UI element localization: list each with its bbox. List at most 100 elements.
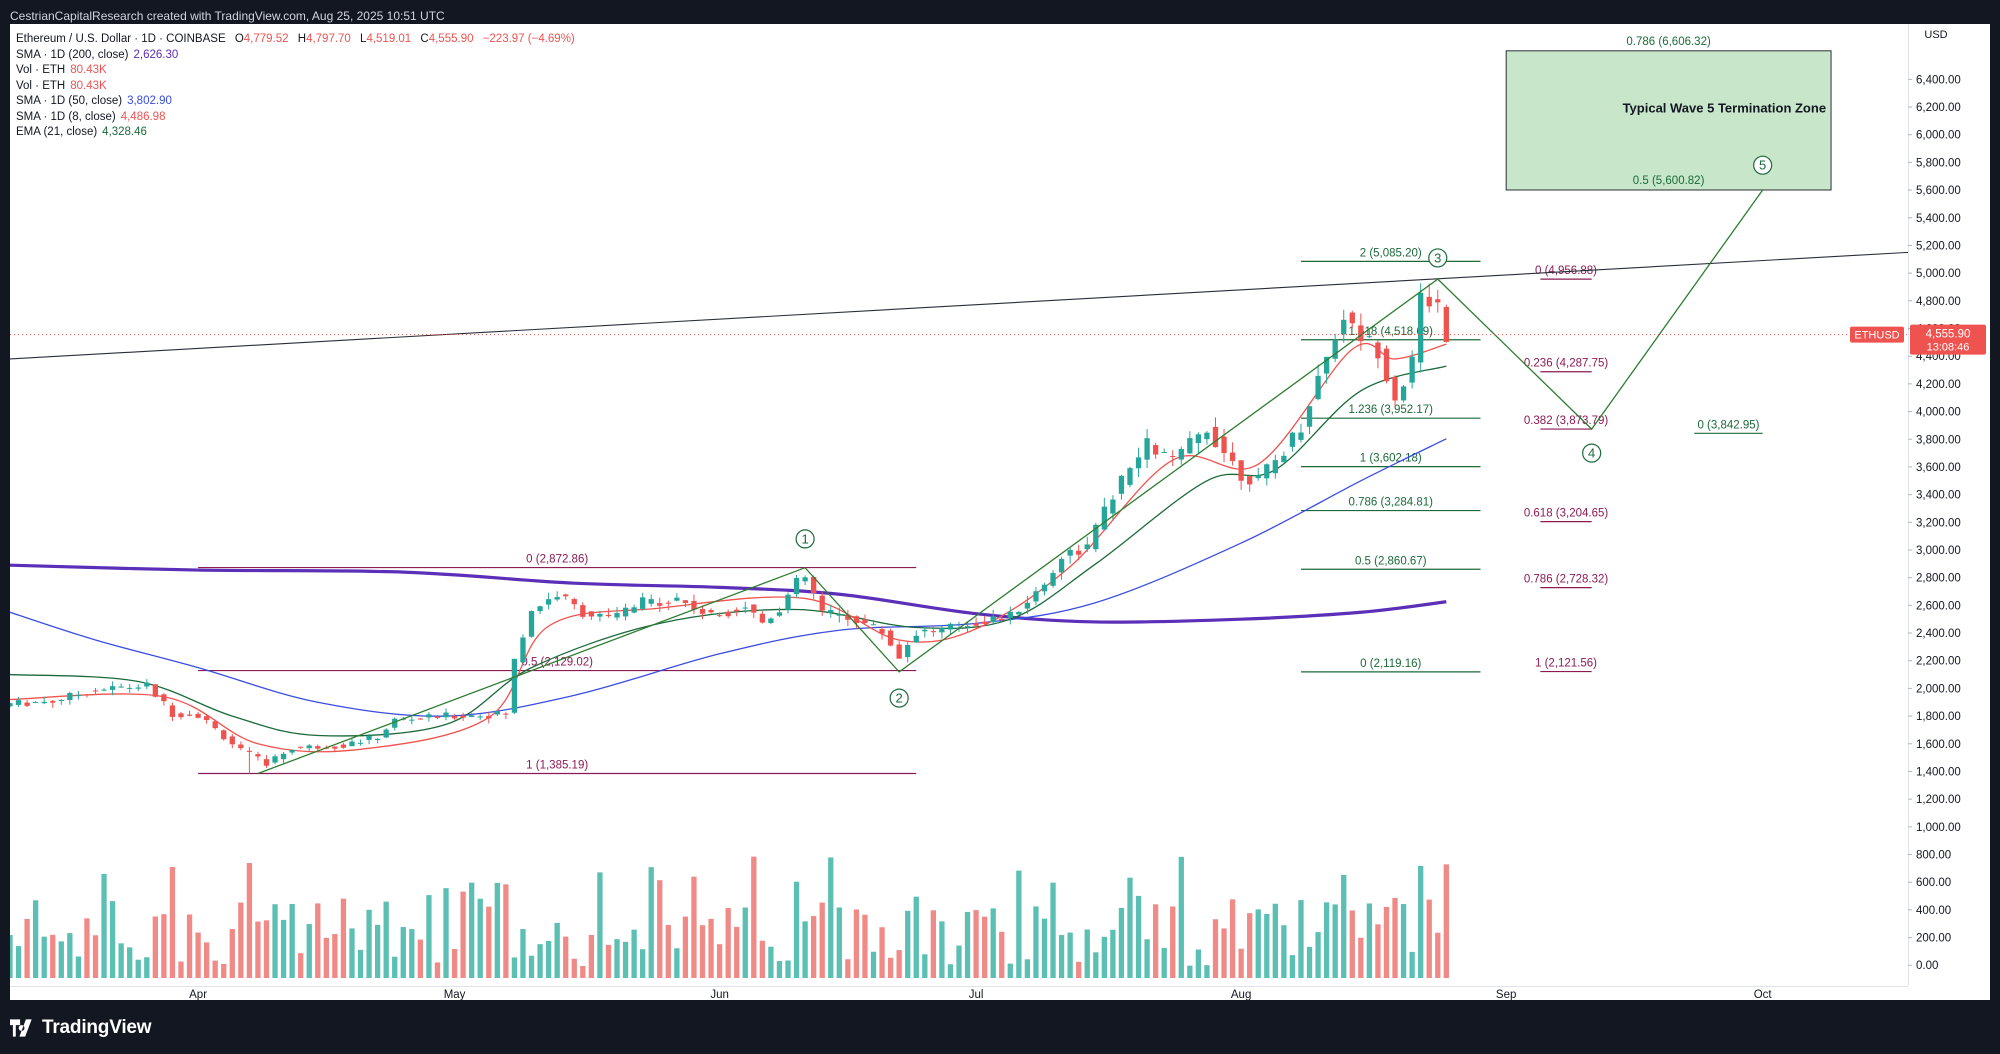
candle-body bbox=[776, 612, 783, 616]
volume-bar bbox=[964, 911, 971, 978]
candle-body bbox=[554, 597, 560, 600]
volume-bar bbox=[580, 965, 586, 978]
candle-body bbox=[1435, 299, 1441, 303]
candle-body bbox=[144, 682, 150, 687]
candle-body bbox=[1298, 432, 1304, 440]
price-axis-label: 800.00 bbox=[1916, 850, 1951, 862]
candle-body bbox=[528, 611, 535, 637]
fib-level-label: 1 (2,121.56) bbox=[1535, 658, 1597, 670]
legend-indicator[interactable]: EMA (21, close) 4,328.46 bbox=[16, 125, 581, 141]
candle-body bbox=[742, 607, 748, 609]
candle-body bbox=[298, 746, 304, 748]
candle-body bbox=[357, 742, 364, 744]
volume-bar bbox=[1255, 909, 1261, 978]
legend-indicator[interactable]: SMA · 1D (200, close) 2,626.30 bbox=[16, 48, 581, 64]
volume-bar bbox=[1144, 939, 1150, 978]
candle-body bbox=[109, 686, 116, 690]
volume-bar bbox=[828, 857, 834, 978]
volume-bar bbox=[1187, 965, 1193, 978]
price-axis-label: 2,000.00 bbox=[1916, 683, 1961, 695]
volume-bar bbox=[716, 944, 723, 978]
price-tag-countdown: 13:08:46 bbox=[1927, 342, 1970, 354]
candle-body bbox=[10, 703, 13, 707]
candle-body bbox=[819, 595, 825, 611]
wave-label-circle bbox=[795, 529, 815, 549]
volume-bar bbox=[1127, 877, 1133, 978]
candle-body bbox=[614, 613, 620, 618]
price-axis-label: 5,800.00 bbox=[1916, 157, 1961, 169]
symbol-title[interactable]: Ethereum / U.S. Dollar · 1D · COINBASE bbox=[16, 33, 226, 45]
legend-indicator[interactable]: Vol · ETH 80.43K bbox=[16, 63, 581, 79]
volume-bar bbox=[708, 918, 714, 978]
candle-body bbox=[836, 614, 842, 616]
candle-body bbox=[1135, 457, 1142, 469]
indicator-label: EMA (21, close) bbox=[16, 126, 98, 138]
indicator-value: 2,626.30 bbox=[133, 48, 179, 61]
candle-body bbox=[588, 611, 595, 617]
author-line: CestrianCapitalResearch created with Tra… bbox=[10, 9, 445, 23]
ohlc-high-value: 4,797.70 bbox=[306, 33, 351, 45]
volume-bar bbox=[366, 909, 372, 978]
price-tag bbox=[1910, 324, 1986, 355]
candle-body bbox=[725, 611, 731, 617]
candle-body bbox=[366, 735, 372, 740]
candle-body bbox=[169, 705, 176, 717]
volume-bar bbox=[981, 916, 988, 978]
candle-body bbox=[1195, 434, 1202, 444]
candle-body bbox=[1443, 306, 1449, 342]
candle-body bbox=[1152, 445, 1159, 455]
trendline bbox=[10, 251, 1909, 360]
volume-bar bbox=[879, 927, 885, 978]
volume-bar bbox=[631, 929, 637, 978]
volume-bar bbox=[1152, 904, 1159, 978]
volume-bar bbox=[537, 944, 543, 978]
volume-bar bbox=[272, 904, 278, 978]
candle-body bbox=[1110, 499, 1116, 514]
candle-body bbox=[161, 694, 167, 702]
volume-bar bbox=[1101, 936, 1107, 978]
price-axis[interactable]: USD 6,400.00 6,200.00 6,000.00 5,800.00 5,600… bbox=[1850, 24, 1986, 986]
candle-body bbox=[1024, 602, 1031, 609]
fib-level-label: 0.5 (2,129.02) bbox=[521, 657, 593, 669]
volume-bar bbox=[349, 928, 355, 978]
volume-bar bbox=[648, 867, 654, 978]
legend-symbol-row[interactable]: Ethereum / U.S. Dollar · 1D · COINBASE O… bbox=[16, 32, 581, 48]
candle-body bbox=[870, 624, 877, 626]
legend-indicator[interactable]: SMA · 1D (8, close) 4,486.98 bbox=[16, 110, 581, 126]
volume-bar bbox=[67, 933, 73, 978]
volume-bar bbox=[588, 934, 595, 978]
candle-body bbox=[1007, 611, 1013, 618]
indicator-value: 4,328.46 bbox=[102, 126, 147, 138]
volume-bar bbox=[905, 910, 911, 978]
price-axis-unit: USD bbox=[1924, 29, 1947, 41]
price-axis-label: 3,200.00 bbox=[1916, 517, 1961, 529]
volume-bar bbox=[674, 948, 680, 978]
fib-level-label: 0.786 (3,284.81) bbox=[1349, 497, 1434, 509]
candle-body bbox=[905, 645, 911, 658]
price-chart[interactable]: 0 (2,872.86) 0.5 (2,129.02) 1 (1,385.19) 2 … bbox=[10, 24, 1990, 1000]
volume-bar bbox=[24, 918, 30, 978]
volume-bar bbox=[511, 957, 518, 978]
fibonacci-levels: 0 (2,872.86) 0.5 (2,129.02) 1 (1,385.19) 2 … bbox=[198, 247, 1763, 775]
volume-bar bbox=[50, 934, 56, 978]
candle-body bbox=[605, 614, 612, 617]
candle-body bbox=[1264, 464, 1270, 479]
candle-body bbox=[1076, 550, 1082, 555]
wave-label-circle bbox=[1428, 248, 1448, 268]
price-axis-label: 4,000.00 bbox=[1916, 407, 1961, 419]
price-axis-label: 5,200.00 bbox=[1916, 240, 1961, 252]
legend-indicator[interactable]: SMA · 1D (50, close) 3,802.90 bbox=[16, 94, 581, 110]
volume-bar bbox=[870, 951, 877, 978]
chart-panel[interactable]: 0 (2,872.86) 0.5 (2,129.02) 1 (1,385.19) 2 … bbox=[10, 24, 1990, 1000]
wave-label-number: 3 bbox=[1434, 250, 1441, 265]
fib-level-label: 0.786 (2,728.32) bbox=[1524, 574, 1609, 586]
symbol-tag-label: ETHUSD bbox=[1854, 330, 1899, 342]
time-axis[interactable]: Apr May Jun Jul Aug Sep Oct bbox=[10, 986, 1908, 1001]
candle-body bbox=[486, 715, 492, 719]
legend-indicator[interactable]: Vol · ETH 80.43K bbox=[16, 79, 581, 95]
volume-bar bbox=[469, 882, 475, 978]
candle-body bbox=[32, 702, 39, 704]
candle-body bbox=[135, 687, 141, 689]
volume-bar bbox=[1016, 870, 1022, 978]
volume-bar bbox=[1358, 937, 1364, 978]
